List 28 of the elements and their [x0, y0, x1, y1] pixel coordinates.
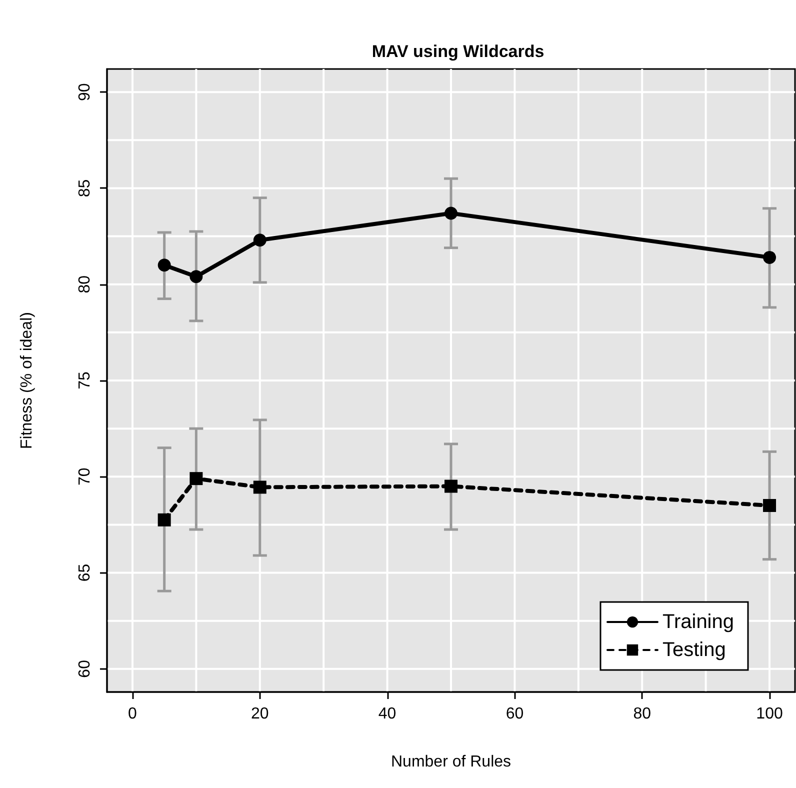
point — [253, 234, 266, 247]
x-tick-label: 60 — [506, 706, 524, 722]
point — [763, 498, 776, 512]
y-tick-label: 70 — [76, 468, 94, 486]
x-tick-label: 40 — [378, 706, 396, 722]
chart-title: MAV using Wildcards — [372, 42, 544, 61]
point — [444, 480, 458, 493]
x-tick-label: 20 — [250, 706, 269, 722]
legend-label: Training — [662, 611, 734, 633]
x-tick-label: 100 — [756, 706, 783, 722]
legend-label: Testing — [662, 639, 726, 661]
y-tick-label: 60 — [76, 660, 94, 678]
point — [158, 513, 171, 526]
y-tick-label: 80 — [76, 275, 94, 294]
point — [190, 472, 203, 486]
point — [158, 258, 171, 272]
x-axis-title: Number of Rules — [390, 754, 512, 770]
y-tick-label: 75 — [76, 372, 94, 390]
point — [253, 480, 266, 494]
point — [763, 250, 776, 264]
y-axis-title: Fitness (% of ideal) — [18, 312, 36, 449]
point — [444, 206, 458, 220]
x-tick-label: 80 — [633, 706, 652, 722]
y-tick-label: 65 — [76, 564, 94, 582]
point — [190, 270, 203, 284]
y-tick-label: 90 — [76, 83, 94, 101]
x-tick-label: 0 — [128, 706, 138, 722]
y-tick-label: 85 — [76, 179, 94, 198]
